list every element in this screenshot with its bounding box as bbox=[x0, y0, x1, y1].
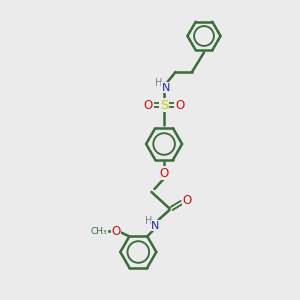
Text: S: S bbox=[160, 98, 168, 112]
Text: O: O bbox=[144, 98, 153, 112]
Text: N: N bbox=[151, 221, 160, 231]
Text: O: O bbox=[160, 167, 169, 180]
Text: CH₃: CH₃ bbox=[91, 226, 108, 236]
Text: H: H bbox=[145, 215, 152, 226]
Text: N: N bbox=[161, 83, 170, 93]
Text: O: O bbox=[183, 194, 192, 208]
Text: O: O bbox=[111, 224, 120, 238]
Text: O: O bbox=[175, 98, 184, 112]
Text: H: H bbox=[155, 77, 162, 88]
